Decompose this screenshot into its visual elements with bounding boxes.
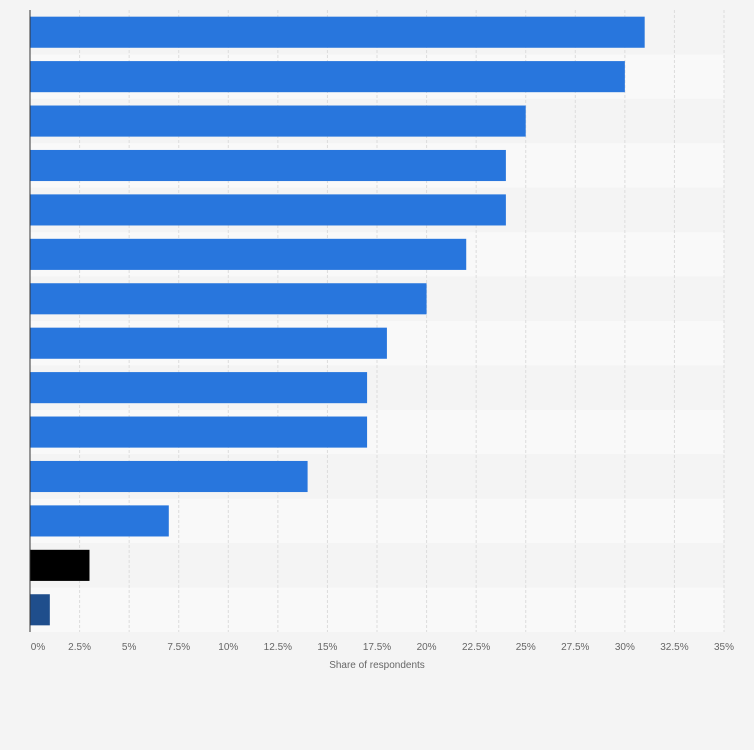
x-tick-label: 7.5% — [167, 642, 190, 653]
x-tick-label: 22.5% — [462, 642, 490, 653]
x-tick-label: 27.5% — [561, 642, 589, 653]
x-tick-label: 30% — [615, 642, 635, 653]
x-tick-label: 5% — [122, 642, 137, 653]
row-band — [30, 587, 724, 632]
bar — [30, 327, 387, 359]
bar — [30, 594, 50, 626]
x-tick-label: 20% — [417, 642, 437, 653]
x-tick-label: 35% — [714, 642, 734, 653]
x-tick-labels: 0% 2.5% 5% 7.5% 10% 12.5% 15% 17.5% 20% 22.5% 25% 2… — [31, 642, 734, 653]
bar — [30, 416, 368, 448]
x-tick-label: 25% — [516, 642, 536, 653]
x-tick-label: 17.5% — [363, 642, 391, 653]
bar — [30, 372, 368, 404]
x-axis-title: Share of respondents — [329, 660, 425, 671]
x-tick-label: 12.5% — [264, 642, 292, 653]
bar — [30, 283, 427, 315]
x-tick-label: 15% — [317, 642, 337, 653]
bar — [30, 238, 467, 270]
bar — [30, 549, 90, 581]
bar — [30, 149, 506, 182]
bar — [30, 61, 625, 93]
x-tick-label: 32.5% — [660, 642, 688, 653]
bar — [30, 105, 526, 137]
bar — [30, 505, 169, 537]
bar — [30, 194, 506, 226]
bar — [30, 460, 308, 493]
x-tick-label: 2.5% — [68, 642, 91, 653]
x-tick-label: 0% — [31, 642, 46, 653]
bar — [30, 16, 645, 48]
bars-group — [30, 16, 645, 626]
gridlines — [79, 10, 725, 632]
x-tick-label: 10% — [218, 642, 238, 653]
